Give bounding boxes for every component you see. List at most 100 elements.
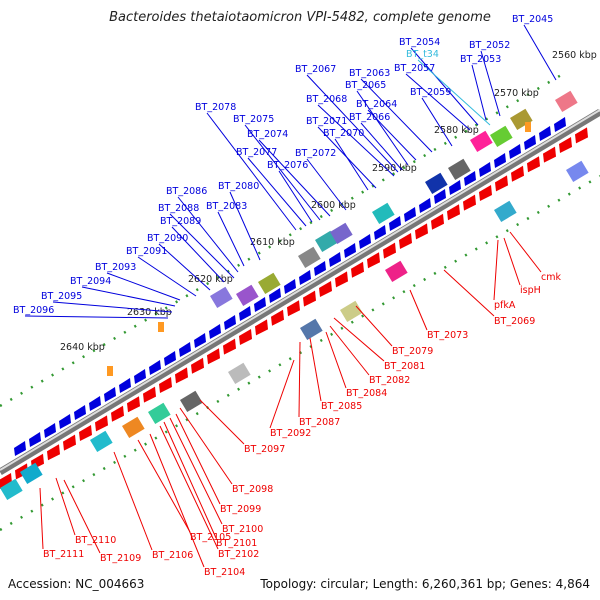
reverse-label-leader	[325, 331, 347, 389]
reverse-gene-arrow	[271, 309, 284, 326]
forward-label-leader	[360, 78, 433, 153]
reverse-gene-arrow	[223, 338, 236, 355]
reverse-gene-label: BT_2102	[218, 549, 259, 560]
reverse-gene-arrow	[335, 271, 348, 288]
gene-category-block	[372, 202, 395, 225]
gene-category-block	[340, 300, 363, 323]
forward-label-leader	[306, 158, 347, 211]
reverse-label-leader	[137, 439, 191, 533]
forward-gene-label: BT_2045	[512, 14, 553, 25]
forward-gene-label: BT_2091	[126, 246, 167, 257]
reverse-gene-label: BT_2099	[220, 504, 261, 515]
gene-category-block	[20, 462, 43, 485]
forward-gene-label: BT_2053	[460, 54, 501, 65]
reverse-label-leader	[409, 289, 428, 331]
forward-label-leader	[24, 315, 169, 319]
forward-label-leader	[137, 256, 197, 297]
forward-label-leader	[306, 74, 399, 173]
forward-label-leader	[258, 139, 331, 217]
forward-gene-arrow	[329, 252, 341, 267]
reverse-label-leader	[269, 359, 295, 429]
forward-gene-arrow	[419, 198, 431, 213]
reverse-gene-arrow	[0, 473, 12, 489]
forward-gene-arrow	[284, 279, 296, 294]
forward-label-leader	[52, 301, 173, 313]
reverse-gene-label: BT_2110	[75, 535, 116, 546]
reverse-label-leader	[355, 305, 393, 347]
reverse-gene-arrow	[191, 357, 204, 374]
reverse-gene-arrow	[479, 185, 492, 201]
forward-gene-arrow	[494, 153, 506, 168]
reverse-gene-arrow	[111, 405, 124, 422]
reverse-gene-label: BT_2097	[244, 444, 285, 455]
reverse-gene-label: ispH	[520, 285, 541, 296]
forward-gene-arrow	[539, 126, 551, 141]
forward-gene-arrow	[149, 360, 161, 375]
forward-label-leader	[480, 50, 501, 117]
scale-tick-label: 2640 kbp	[60, 342, 105, 353]
reverse-gene-label: BT_2082	[369, 375, 410, 386]
forward-gene-arrow	[389, 216, 401, 231]
gene-category-block	[298, 246, 321, 269]
forward-gene-label: BT_2096	[13, 305, 54, 316]
gene-category-block	[89, 430, 113, 453]
forward-gene-label: BT_2089	[160, 216, 201, 227]
forward-gene-label: BT_2070	[323, 128, 364, 139]
forward-gene-label: BT_2076	[267, 160, 308, 171]
reverse-gene-label: BT_2106	[152, 550, 193, 561]
gene-category-block	[329, 222, 353, 245]
reverse-label-leader	[503, 237, 521, 286]
reverse-gene-label: BT_2084	[346, 388, 387, 399]
gene-category-block	[385, 260, 408, 283]
gene-category-block	[314, 230, 338, 253]
forward-gene-arrow	[254, 297, 266, 312]
forward-gene-arrow	[359, 234, 371, 249]
forward-gene-label: BT_2068	[306, 94, 347, 105]
reverse-gene-arrow	[63, 434, 76, 451]
reverse-label-leader	[55, 477, 76, 536]
reverse-label-leader	[493, 239, 499, 301]
forward-gene-arrow	[14, 441, 26, 456]
reverse-gene-label: BT_2073	[427, 330, 468, 341]
forward-gene-label: BT_2065	[345, 80, 386, 91]
gene-category-block	[424, 172, 448, 195]
forward-gene-arrow	[59, 414, 71, 429]
forward-gene-label: BT_2052	[469, 40, 510, 51]
trna-marker	[525, 122, 531, 132]
forward-label-leader	[278, 170, 313, 223]
forward-gene-arrow	[134, 369, 146, 384]
scale-tick-label: 2570 kbp	[494, 88, 539, 99]
reverse-gene-label: BT_2087	[299, 417, 340, 428]
forward-gene-arrow	[74, 405, 86, 420]
forward-gene-label: BT_2088	[158, 203, 199, 214]
forward-gene-arrow	[119, 378, 131, 393]
forward-gene-label: BT_2094	[70, 276, 111, 287]
reverse-gene-arrow	[447, 204, 460, 221]
reverse-gene-arrow	[527, 156, 540, 173]
reverse-gene-arrow	[143, 386, 156, 403]
forward-label-leader	[169, 213, 235, 279]
accession-text: Accession: NC_004663	[8, 577, 145, 591]
reverse-label-leader	[159, 425, 219, 550]
forward-gene-arrow	[479, 162, 491, 177]
forward-label-leader	[410, 47, 479, 126]
forward-label-leader	[405, 73, 471, 131]
forward-gene-label: BT_2095	[41, 291, 82, 302]
outer-forward-track	[0, 69, 569, 408]
reverse-gene-arrow	[575, 127, 588, 144]
forward-label-leader	[317, 104, 395, 177]
reverse-gene-label: BT_2105	[190, 532, 231, 543]
forward-gene-arrow	[89, 396, 101, 411]
forward-gene-arrow	[299, 270, 311, 285]
gene-category-block	[470, 130, 493, 153]
scale-tick-label: 2560 kbp	[552, 50, 597, 61]
reverse-gene-arrow	[383, 242, 396, 259]
forward-gene-label: BT_2057	[394, 63, 435, 74]
reverse-label-leader	[309, 337, 322, 402]
forward-gene-arrow	[344, 243, 356, 258]
forward-gene-label: BT_2059	[410, 87, 451, 98]
reverse-gene-arrow	[175, 367, 188, 384]
